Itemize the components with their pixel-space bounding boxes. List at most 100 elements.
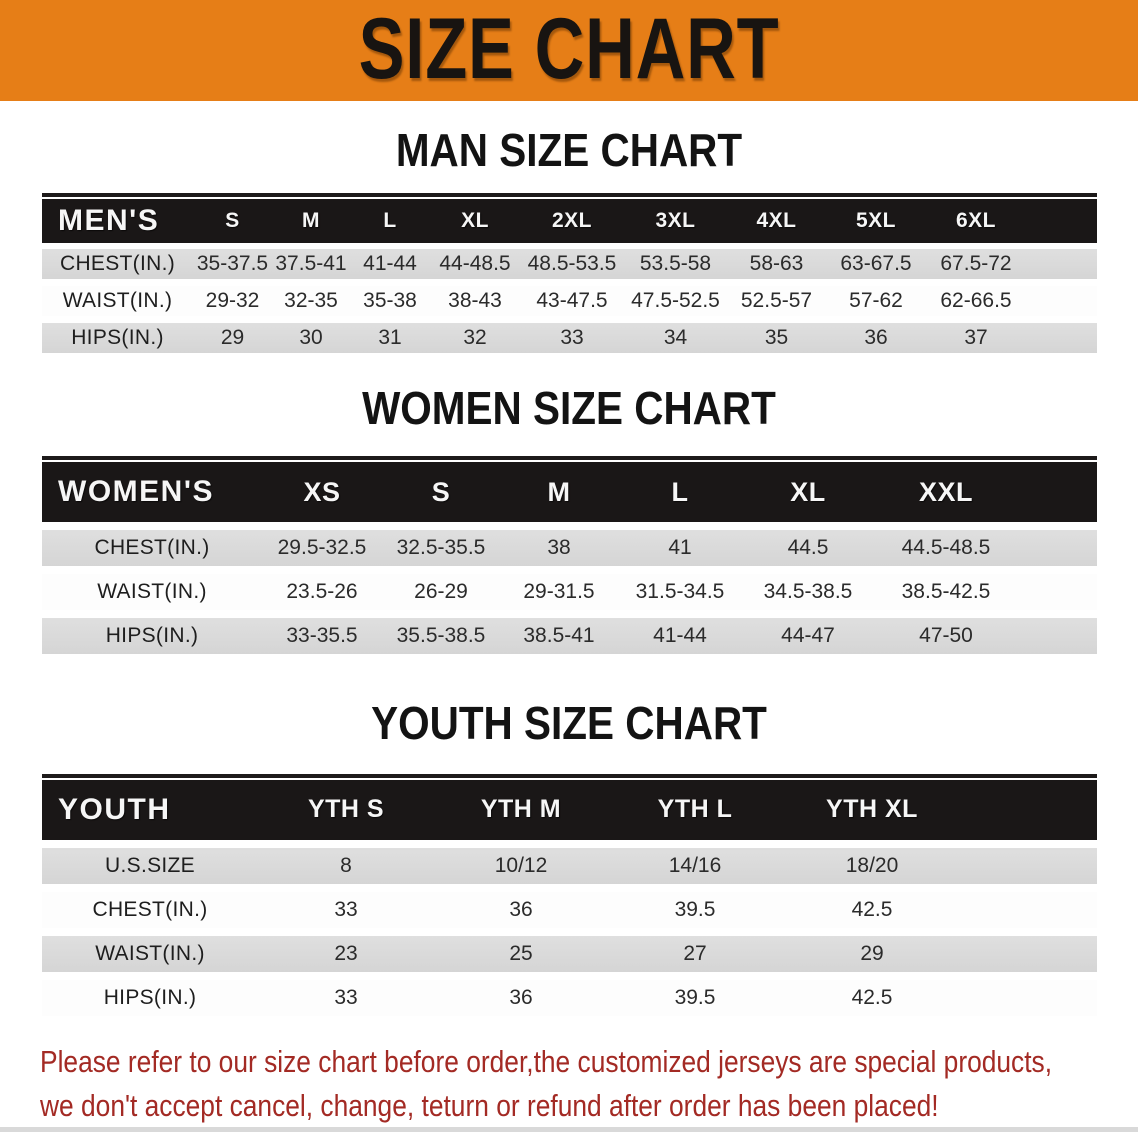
table-row: WAIST(IN.) 23 25 27 29 <box>42 935 1097 972</box>
size-value-cell: 35-38 <box>363 288 417 312</box>
size-value-cell: 33 <box>560 325 584 349</box>
size-column-header: XL <box>461 208 489 232</box>
size-column-header: S <box>431 476 451 507</box>
corner-label: YOUTH <box>58 792 171 826</box>
size-value-cell: 53.5-58 <box>639 251 712 275</box>
women-size-table: WOMEN'S XS S M L XL XXL CHEST(IN.) 29.5-32.5 32.5… <box>42 456 1097 655</box>
row-label: HIPS(IN.) <box>71 325 164 349</box>
size-value-cell: 34 <box>663 325 688 349</box>
size-column-header: XS <box>303 476 341 507</box>
table-header-row: YOUTH YTH S YTH M YTH L YTH XL <box>42 779 1097 840</box>
size-value-cell: 30 <box>299 325 323 349</box>
man-section-title: MAN SIZE CHART <box>395 124 743 176</box>
row-label: WAIST(IN.) <box>95 941 205 965</box>
size-value-cell: 41-44 <box>653 624 707 648</box>
size-value-cell: 42.5 <box>851 985 893 1009</box>
size-value-cell: 29 <box>220 325 245 349</box>
size-column-header: 6XL <box>955 208 996 232</box>
disclaimer-line-1: Please refer to our size chart before or… <box>40 1043 1053 1079</box>
size-value-cell: 10/12 <box>494 853 548 877</box>
women-size-section: WOMEN SIZE CHART WOMEN'S XS S M L XL XXL CHEST(… <box>0 381 1138 655</box>
table-row: HIPS(IN.) 33-35.5 35.5-38.5 38.5-41 41-44 44-… <box>42 618 1097 655</box>
corner-label: MEN'S <box>58 203 160 237</box>
size-value-cell: 67.5-72 <box>940 251 1012 275</box>
size-value-cell: 44.5 <box>787 536 829 560</box>
size-value-cell: 47.5-52.5 <box>631 288 720 312</box>
size-column-header: XXL <box>918 476 973 507</box>
size-value-cell: 31.5-34.5 <box>635 580 725 604</box>
youth-size-table: YOUTH YTH S YTH M YTH L YTH XL U.S.SIZE 8 10/12… <box>42 773 1097 1016</box>
size-value-cell: 27 <box>683 941 707 965</box>
size-value-cell: 23.5-26 <box>286 580 358 604</box>
disclaimer-line-2: we don't accept cancel, change, teturn o… <box>40 1087 939 1123</box>
row-label: U.S.SIZE <box>105 853 195 877</box>
size-value-cell: 18/20 <box>845 853 899 877</box>
table-top-rule <box>42 456 1097 461</box>
size-value-cell: 52.5-57 <box>740 288 813 312</box>
row-label: HIPS(IN.) <box>103 985 197 1009</box>
women-section-title: WOMEN SIZE CHART <box>362 381 776 434</box>
size-value-cell: 39.5 <box>674 897 716 921</box>
size-value-cell: 29.5-32.5 <box>277 536 367 560</box>
size-column-header: S <box>225 208 240 232</box>
size-value-cell: 44-48.5 <box>439 251 511 275</box>
bottom-edge-rule <box>0 1127 1138 1132</box>
size-value-cell: 62-66.5 <box>940 288 1012 312</box>
table-header-row: WOMEN'S XS S M L XL XXL <box>42 462 1097 523</box>
size-value-cell: 44-47 <box>781 624 835 648</box>
size-value-cell: 47-50 <box>919 624 973 648</box>
row-label: CHEST(IN.) <box>92 897 208 921</box>
size-column-header: 4XL <box>756 208 797 232</box>
size-value-cell: 35.5-38.5 <box>396 624 486 648</box>
table-top-rule <box>42 773 1097 778</box>
size-value-cell: 43-47.5 <box>536 288 608 312</box>
size-value-cell: 31 <box>378 325 402 349</box>
size-value-cell: 44.5-48.5 <box>901 536 991 560</box>
size-value-cell: 63-67.5 <box>840 251 912 275</box>
row-label: WAIST(IN.) <box>97 580 207 604</box>
size-column-header: YTH S <box>307 795 385 824</box>
size-value-cell: 41-44 <box>363 251 417 275</box>
size-column-header: YTH L <box>657 795 733 824</box>
table-row: HIPS(IN.) 33 36 39.5 42.5 <box>42 979 1097 1016</box>
size-value-cell: 33 <box>334 985 358 1009</box>
row-label: WAIST(IN.) <box>62 288 173 312</box>
size-column-header: 2XL <box>551 208 592 232</box>
size-value-cell: 58-63 <box>749 251 804 275</box>
size-value-cell: 26-29 <box>414 580 468 604</box>
size-column-header: L <box>671 476 689 507</box>
size-value-cell: 37.5-41 <box>275 251 347 275</box>
size-value-cell: 36 <box>509 985 533 1009</box>
size-value-cell: 39.5 <box>674 985 716 1009</box>
corner-label: WOMEN'S <box>58 475 214 509</box>
table-row: U.S.SIZE 8 10/12 14/16 18/20 <box>42 847 1097 884</box>
size-value-cell: 25 <box>509 941 533 965</box>
table-row: WAIST(IN.) 29-32 32-35 35-38 38-43 43-47.5 47.… <box>42 285 1097 316</box>
size-value-cell: 29 <box>860 941 884 965</box>
disclaimer-note: Please refer to our size chart before or… <box>40 1040 1138 1128</box>
size-value-cell: 32 <box>463 325 487 349</box>
size-column-header: YTH M <box>480 795 562 824</box>
size-value-cell: 48.5-53.5 <box>527 251 617 275</box>
banner: SIZE CHART <box>0 0 1138 101</box>
size-value-cell: 35 <box>764 325 789 349</box>
size-value-cell: 33 <box>334 897 358 921</box>
size-value-cell: 42.5 <box>851 897 893 921</box>
size-value-cell: 34.5-38.5 <box>763 580 853 604</box>
row-label: CHEST(IN.) <box>60 251 175 275</box>
row-label: CHEST(IN.) <box>94 536 210 560</box>
table-top-rule <box>42 192 1097 197</box>
size-value-cell: 38-43 <box>448 288 502 312</box>
size-value-cell: 29-31.5 <box>523 580 595 604</box>
size-value-cell: 41 <box>668 536 692 560</box>
size-value-cell: 33-35.5 <box>286 624 358 648</box>
size-column-header: M <box>547 476 571 507</box>
size-value-cell: 14/16 <box>668 853 722 877</box>
table-row: CHEST(IN.) 35-37.5 37.5-41 41-44 44-48.5 48.5… <box>42 248 1097 279</box>
banner-title: SIZE CHART <box>358 0 780 97</box>
man-size-section: MAN SIZE CHART MEN'S S M L XL 2XL 3XL 4XL 5XL 6XL… <box>0 124 1138 353</box>
size-value-cell: 32-35 <box>284 288 338 312</box>
man-size-table: MEN'S S M L XL 2XL 3XL 4XL 5XL 6XL CHEST(IN.) 35-37… <box>42 192 1097 353</box>
size-column-header: YTH XL <box>826 795 918 824</box>
